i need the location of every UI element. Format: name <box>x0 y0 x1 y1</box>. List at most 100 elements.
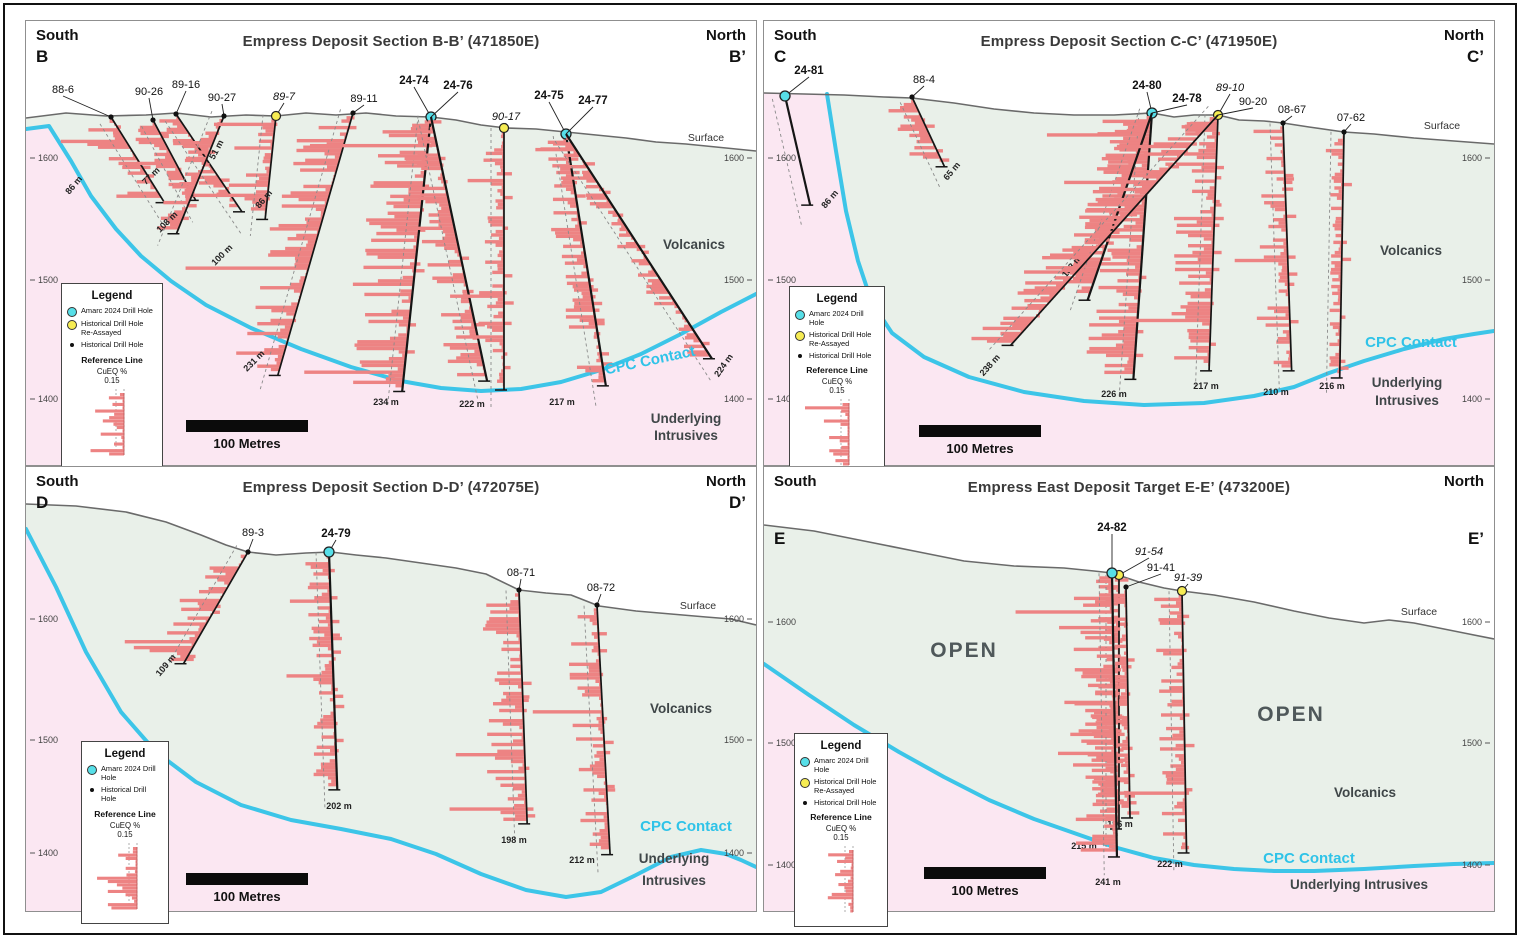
cueq-bar <box>147 174 155 178</box>
cueq-bar <box>1175 601 1183 605</box>
cueq-bar <box>226 186 230 191</box>
cueq-bar <box>1114 644 1128 649</box>
cueq-bar <box>1182 808 1186 812</box>
cueq-bar <box>501 698 523 703</box>
section-start-letter: C <box>774 46 787 66</box>
cueq-bar <box>499 376 504 380</box>
legend-title: Legend <box>816 293 858 305</box>
annotation-intrusives: Intrusives <box>1375 393 1439 408</box>
cueq-bar <box>1177 662 1184 666</box>
reassayed-collar-icon <box>795 330 805 341</box>
cueq-bar <box>1107 164 1134 168</box>
cueq-bar <box>593 335 599 339</box>
cueq-bar <box>659 296 673 300</box>
depth-label: 217 m <box>549 397 575 407</box>
cueq-bar <box>1339 244 1343 248</box>
cueq-bar <box>497 263 504 268</box>
cueq-bar <box>651 287 667 292</box>
cueq-bar <box>1087 753 1116 757</box>
depth-label: 222 m <box>459 399 485 409</box>
cueq-bar <box>154 158 175 163</box>
cueq-bar <box>1003 316 1035 321</box>
cueq-bar <box>173 141 196 146</box>
cueq-bar <box>278 344 287 349</box>
cueq-bar <box>471 323 476 327</box>
elevation-label: 1400 <box>38 848 58 858</box>
cueq-bar <box>1335 352 1341 357</box>
cueq-bar <box>1210 122 1217 126</box>
cueq-bar <box>1111 632 1119 637</box>
cueq-bar <box>1168 165 1172 169</box>
cueq-bar <box>385 377 404 381</box>
cueq-bar <box>179 181 197 186</box>
cueq-bar <box>293 161 339 166</box>
cueq-bar <box>1337 339 1341 343</box>
cueq-bar <box>1129 238 1144 242</box>
cueq-bar <box>436 279 466 284</box>
cueq-bar <box>1102 719 1115 723</box>
cueq-bar <box>1120 183 1128 187</box>
cueq-bar <box>402 353 406 357</box>
cueq-bar <box>986 339 1015 343</box>
reassayed-collar-icon <box>800 777 810 788</box>
cueq-bar <box>305 562 330 566</box>
cueq-bar <box>501 131 504 135</box>
cueq-bar <box>1329 356 1341 360</box>
cueq-bar <box>307 585 331 590</box>
cueq-bar <box>572 298 593 302</box>
amarc-collar-icon <box>795 310 805 320</box>
cueq-bar <box>1063 279 1094 284</box>
cueq-bar <box>389 336 408 341</box>
cueq-bar <box>325 616 332 620</box>
cueq-bar <box>582 170 591 175</box>
cueq-bar <box>412 269 415 273</box>
cueq-bar <box>217 131 220 135</box>
cueq-bar <box>496 206 504 210</box>
cueq-bar <box>1112 627 1121 631</box>
amarc-collar-icon <box>87 765 97 775</box>
cueq-bar <box>334 694 344 699</box>
cueq-bar <box>1126 128 1146 133</box>
reference-line <box>259 109 341 390</box>
cueq-bar <box>1142 175 1163 179</box>
cueq-bar <box>185 172 201 176</box>
drill-trace <box>1086 112 1154 301</box>
cueq-bar <box>351 116 355 120</box>
cueq-bar <box>377 255 417 259</box>
cueq-bar <box>267 197 270 201</box>
cueq-bar <box>1132 154 1138 159</box>
cueq-bar <box>1111 251 1143 256</box>
cueq-bar <box>289 599 331 603</box>
cueq-bar <box>598 791 607 796</box>
cueq-bar <box>1329 342 1341 347</box>
cueq-bar <box>388 133 430 138</box>
cueq-bar <box>1119 699 1128 703</box>
depth-label: 210 m <box>1263 387 1289 397</box>
cueq-bar <box>1189 127 1206 131</box>
cueq-bar <box>139 125 157 130</box>
cueq-bar <box>1134 190 1149 194</box>
cueq-bar <box>452 319 475 324</box>
cueq-bar <box>442 229 456 234</box>
cpc-contact-line <box>26 124 756 393</box>
cueq-bar <box>497 379 504 383</box>
cueq-bar <box>321 735 336 739</box>
cueq-bar <box>408 296 412 300</box>
cueq-bar <box>205 153 209 158</box>
drill-trace <box>783 95 812 206</box>
cueq-bar <box>1101 333 1137 337</box>
depth-label: 222 m <box>1157 859 1183 869</box>
legend-item: Historical Drill Hole Re-Assayed <box>800 777 882 796</box>
cueq-bar <box>500 134 504 139</box>
reference-line-value: 0.15 <box>829 386 845 396</box>
cueq-bar <box>1113 668 1122 672</box>
cueq-bar <box>1331 152 1344 156</box>
cueq-bar <box>1097 228 1112 232</box>
reference-line-unit: CuEQ % <box>96 366 128 376</box>
cueq-bar <box>428 213 452 217</box>
cueq-bar <box>278 223 321 228</box>
elevation-label: 1500 <box>724 275 744 285</box>
